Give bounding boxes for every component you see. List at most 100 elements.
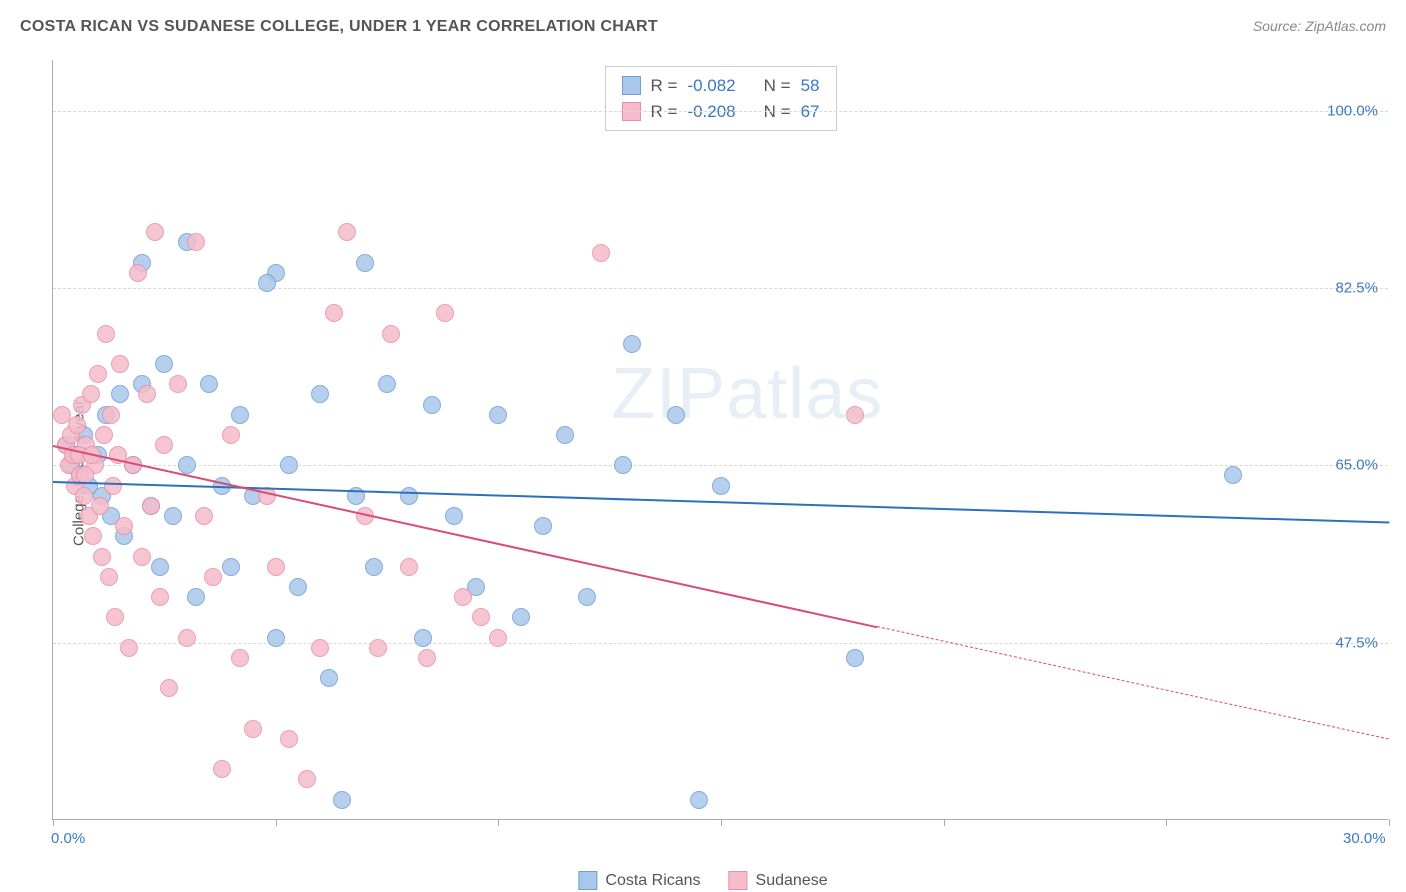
data-point [178, 629, 196, 647]
data-point [222, 426, 240, 444]
data-point [280, 456, 298, 474]
x-tick [1389, 819, 1390, 826]
stats-legend: R =-0.082N =58R =-0.208N =67 [605, 66, 837, 131]
gridline [53, 465, 1388, 466]
data-point [454, 588, 472, 606]
y-tick-label: 82.5% [1335, 280, 1378, 297]
data-point [231, 406, 249, 424]
y-tick-label: 100.0% [1327, 102, 1378, 119]
stat-r-value: -0.082 [687, 73, 735, 99]
legend-swatch [578, 871, 597, 890]
data-point [111, 355, 129, 373]
series-legend: Costa Ricans Sudanese [578, 871, 827, 890]
x-tick [721, 819, 722, 826]
data-point [104, 477, 122, 495]
data-point [258, 274, 276, 292]
data-point [129, 264, 147, 282]
data-point [667, 406, 685, 424]
data-point [222, 558, 240, 576]
legend-item: Sudanese [729, 871, 828, 890]
data-point [690, 791, 708, 809]
stats-row: R = -0.082 N = 58 [622, 73, 820, 99]
data-point [151, 588, 169, 606]
data-point [89, 365, 107, 383]
data-point [489, 406, 507, 424]
data-point [84, 527, 102, 545]
data-point [138, 385, 156, 403]
data-point [142, 497, 160, 515]
x-tick [944, 819, 945, 826]
data-point [489, 629, 507, 647]
data-point [311, 385, 329, 403]
data-point [472, 608, 490, 626]
data-point [204, 568, 222, 586]
y-tick-label: 47.5% [1335, 634, 1378, 651]
data-point [106, 608, 124, 626]
data-point [418, 649, 436, 667]
data-point [311, 639, 329, 657]
data-point [146, 223, 164, 241]
x-tick [276, 819, 277, 826]
x-tick [1166, 819, 1167, 826]
stat-n-value: 58 [801, 73, 820, 99]
data-point [213, 760, 231, 778]
x-tick-label: 0.0% [51, 830, 85, 847]
data-point [200, 375, 218, 393]
data-point [414, 629, 432, 647]
data-point [187, 588, 205, 606]
chart-container: College, Under 1 year ZIPatlas R =-0.082… [0, 54, 1406, 892]
source-label: Source: ZipAtlas.com [1253, 18, 1386, 34]
data-point [400, 558, 418, 576]
data-point [325, 304, 343, 322]
data-point [91, 497, 109, 515]
data-point [267, 629, 285, 647]
data-point [512, 608, 530, 626]
data-point [133, 548, 151, 566]
stat-r-label: R = [651, 73, 678, 99]
data-point [298, 770, 316, 788]
data-point [102, 406, 120, 424]
data-point [231, 649, 249, 667]
chart-title: COSTA RICAN VS SUDANESE COLLEGE, UNDER 1… [20, 18, 658, 36]
data-point [195, 507, 213, 525]
data-point [623, 335, 641, 353]
data-point [164, 507, 182, 525]
stat-n-label: N = [764, 73, 791, 99]
legend-item: Costa Ricans [578, 871, 700, 890]
data-point [578, 588, 596, 606]
data-point [289, 578, 307, 596]
legend-swatch [729, 871, 748, 890]
data-point [1224, 466, 1242, 484]
x-tick [498, 819, 499, 826]
data-point [846, 406, 864, 424]
data-point [82, 385, 100, 403]
data-point [712, 477, 730, 495]
data-point [445, 507, 463, 525]
data-point [95, 426, 113, 444]
data-point [280, 730, 298, 748]
watermark: ZIPatlas [611, 353, 883, 435]
data-point [93, 548, 111, 566]
data-point [338, 223, 356, 241]
data-point [120, 639, 138, 657]
data-point [423, 396, 441, 414]
data-point [111, 385, 129, 403]
data-point [68, 416, 86, 434]
legend-label: Costa Ricans [605, 872, 700, 890]
gridline [53, 288, 1388, 289]
data-point [356, 254, 374, 272]
x-tick-label: 30.0% [1343, 830, 1386, 847]
legend-swatch [622, 76, 641, 95]
data-point [267, 558, 285, 576]
data-point [244, 720, 262, 738]
data-point [97, 325, 115, 343]
data-point [115, 517, 133, 535]
data-point [187, 233, 205, 251]
data-point [556, 426, 574, 444]
data-point [365, 558, 383, 576]
gridline [53, 111, 1388, 112]
data-point [846, 649, 864, 667]
data-point [382, 325, 400, 343]
data-point [320, 669, 338, 687]
data-point [155, 436, 173, 454]
